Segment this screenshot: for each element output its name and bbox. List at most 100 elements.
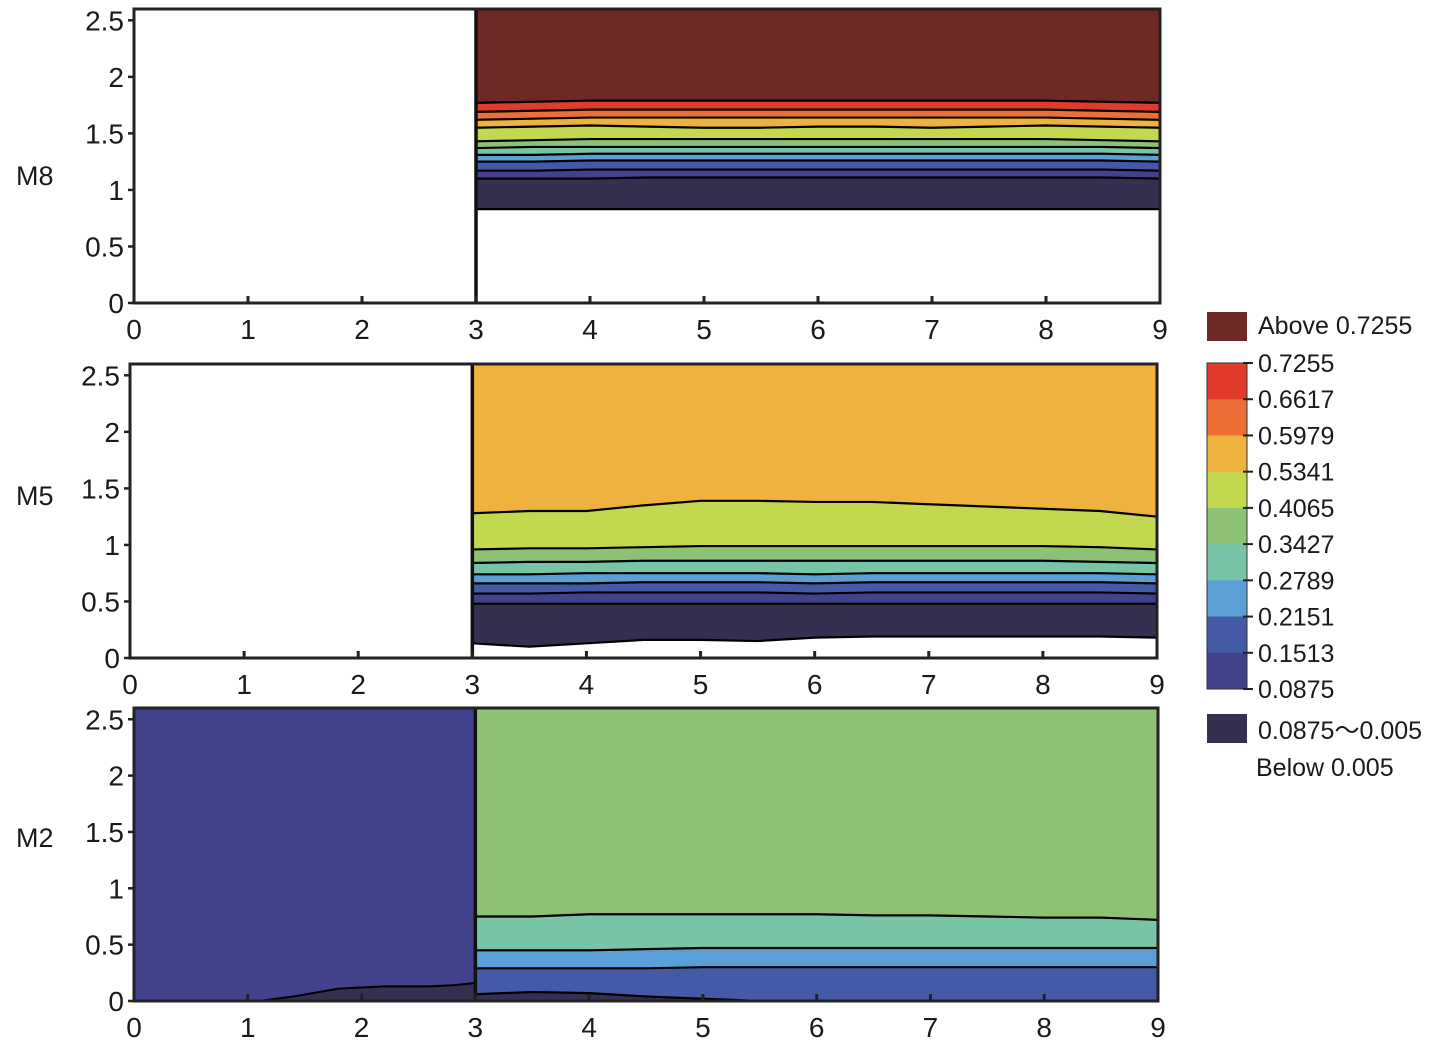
contour-line — [472, 559, 1157, 565]
contour-band-0 — [472, 636, 1157, 658]
x-tick-label: 3 — [468, 314, 484, 345]
x-tick-label: 2 — [354, 314, 370, 345]
x-tick-label: 5 — [695, 1012, 711, 1043]
y-tick-label: 0 — [108, 288, 124, 319]
contour-band-1 — [475, 967, 1158, 1001]
contour-line — [472, 581, 1157, 585]
y-tick-label: 2 — [108, 761, 124, 792]
x-tick-label: 0 — [126, 1012, 142, 1043]
contour-line — [475, 108, 1160, 113]
y-tick-label: 0 — [104, 643, 120, 674]
x-tick-label: 9 — [1149, 669, 1165, 700]
left-region-fill — [130, 364, 473, 658]
x-tick-label: 9 — [1150, 1012, 1166, 1043]
y-tick-label: 2 — [104, 417, 120, 448]
x-tick-label: 6 — [809, 1012, 825, 1043]
contour-band-0 — [476, 209, 1160, 303]
x-tick-label: 3 — [465, 669, 481, 700]
contour-band-0 — [475, 991, 1158, 1001]
plot-frame — [128, 362, 1159, 660]
plot-area — [134, 708, 1158, 1001]
x-tick-label: 2 — [350, 669, 366, 700]
legend-level-label: 0.6617 — [1258, 386, 1334, 414]
legend-color-band — [1207, 580, 1247, 618]
contour-line — [476, 176, 1160, 180]
left-region-fill — [134, 9, 476, 303]
x-tick-label: 0 — [126, 314, 142, 345]
contour-line — [472, 635, 1157, 648]
contour-line — [475, 946, 1158, 952]
panel-m5: 0 1 2 3 4 5 6 7 8 9 0 0.5 1 1.5 2 2.5 M5 — [16, 360, 1165, 700]
contour-line — [475, 124, 1160, 129]
contour-line — [475, 990, 1158, 1001]
panel-m2: 0 1 2 3 4 5 6 7 8 9 0 0.5 1 1.5 2 2.5 M2 — [16, 704, 1166, 1043]
x-tick-label: 1 — [236, 669, 252, 700]
legend-level-label: 0.3427 — [1258, 531, 1334, 559]
x-tick-label: 7 — [924, 314, 940, 345]
legend-level-label: 0.0875 — [1258, 676, 1334, 704]
contour-line — [476, 152, 1160, 156]
x-tick-label: 9 — [1152, 314, 1168, 345]
contour-line — [476, 168, 1160, 172]
y-tick-label: 2.5 — [85, 5, 124, 36]
legend-color-band — [1207, 652, 1247, 690]
legend-colorbar-frame — [1206, 362, 1248, 690]
legend-level-label: 0.4065 — [1258, 495, 1334, 523]
x-tick-label: 4 — [582, 314, 598, 345]
legend-level-label: 0.5341 — [1258, 459, 1334, 487]
x-tick-label: 2 — [354, 1012, 370, 1043]
contour-line — [472, 499, 1157, 518]
y-tick-label: 1 — [108, 175, 124, 206]
legend-level-label: 0.2151 — [1258, 604, 1334, 632]
x-tick-label: 7 — [923, 1012, 939, 1043]
contour-line — [475, 137, 1160, 143]
legend-color-band — [1207, 435, 1247, 473]
x-tick-label: 4 — [579, 669, 595, 700]
y-tick-label: 1 — [108, 873, 124, 904]
x-tick-label: 8 — [1036, 1012, 1052, 1043]
legend-color-band — [1207, 507, 1247, 545]
legend-color-band — [1207, 399, 1247, 436]
contour-line — [475, 116, 1160, 121]
contour-line — [475, 99, 1160, 104]
legend-below-label: Below 0.005 — [1256, 754, 1394, 782]
legend-above-label: Above 0.7255 — [1258, 312, 1412, 340]
legend-range-label: 0.0875～0.005 — [1258, 717, 1422, 745]
legend-color-band — [1207, 544, 1247, 581]
y-tick-label: 1.5 — [85, 817, 124, 848]
y-tick-label: 1 — [104, 530, 120, 561]
x-tick-label: 8 — [1038, 314, 1054, 345]
plot-area — [130, 364, 1157, 658]
contour-line — [472, 591, 1157, 595]
x-tick-label: 3 — [468, 1012, 484, 1043]
y-tick-label: 0 — [108, 986, 124, 1017]
panel-label: M5 — [16, 481, 54, 511]
legend-level-label: 0.5979 — [1258, 422, 1334, 450]
contour-line — [475, 966, 1158, 970]
y-tick-label: 2.5 — [85, 704, 124, 735]
contour-line — [475, 145, 1160, 150]
panel-label: M2 — [16, 823, 54, 853]
legend: Above 0.7255 0.7255 0.6617 0.5979 0.5341 0.40… — [1206, 312, 1422, 782]
x-tick-label: 0 — [122, 669, 138, 700]
legend-level-label: 0.2789 — [1258, 567, 1334, 595]
x-tick-label: 5 — [693, 669, 709, 700]
legend-color-band — [1207, 616, 1247, 654]
legend-above-swatch — [1207, 312, 1247, 341]
panels-group: 0 1 2 3 4 5 6 7 8 9 0 0.5 1 1.5 2 2.5 M8 0 1 2 3 4 5 6 7 8 9 0 0.5 1 1… — [16, 5, 1168, 1043]
contour-line — [475, 913, 1158, 921]
plot-frame — [132, 7, 1162, 305]
panel-m8: 0 1 2 3 4 5 6 7 8 9 0 0.5 1 1.5 2 2.5 M8 — [16, 5, 1168, 345]
y-tick-label: 1.5 — [81, 473, 120, 504]
x-tick-label: 6 — [810, 314, 826, 345]
x-tick-label: 5 — [696, 314, 712, 345]
y-tick-label: 0.5 — [85, 231, 124, 262]
y-tick-label: 0.5 — [85, 930, 124, 961]
x-tick-label: 1 — [240, 1012, 256, 1043]
x-tick-label: 1 — [240, 314, 256, 345]
left-bottom-band — [134, 982, 476, 1001]
x-tick-label: 6 — [807, 669, 823, 700]
y-tick-label: 1.5 — [85, 118, 124, 149]
plot-area — [134, 9, 1160, 303]
